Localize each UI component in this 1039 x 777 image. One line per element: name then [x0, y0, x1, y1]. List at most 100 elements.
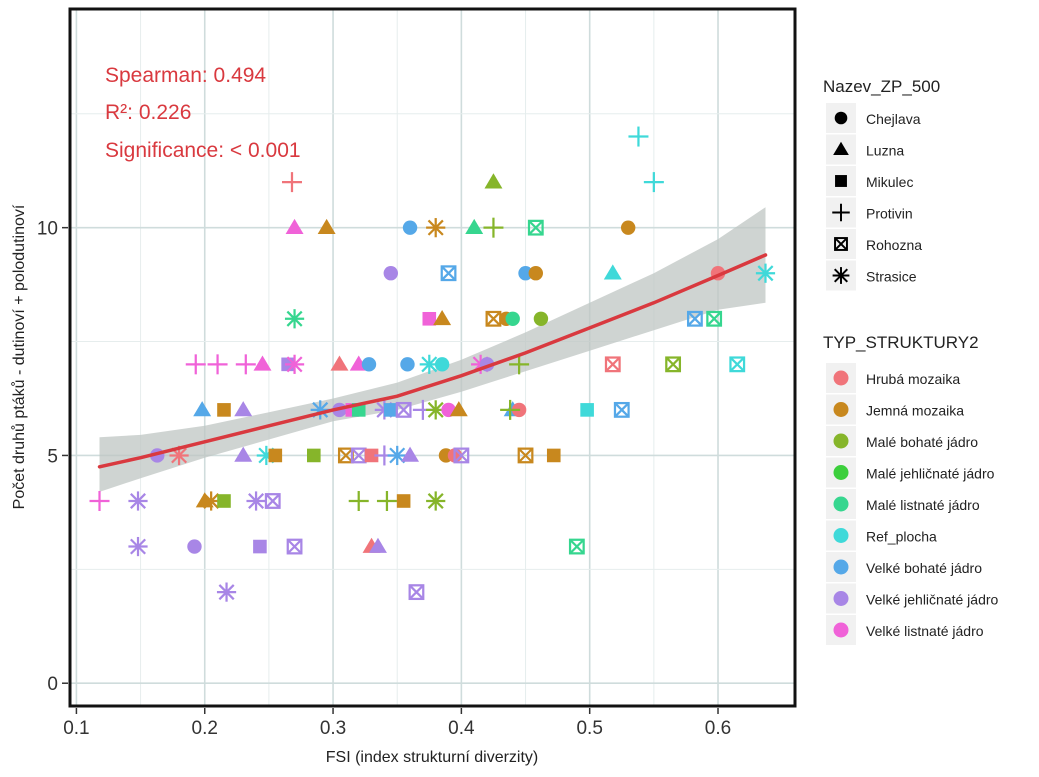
y-tick-label: 0: [47, 674, 58, 695]
data-point: [396, 494, 411, 508]
data-point: [387, 445, 407, 466]
data-point: [533, 311, 549, 326]
data-point: [217, 403, 231, 417]
legend-color-key: [833, 433, 849, 449]
data-point: [426, 491, 446, 511]
y-ticks: 0 5 10: [37, 219, 68, 695]
data-point: [686, 310, 703, 327]
data-point: [234, 446, 253, 462]
legend-color-label: Velké jehličnaté jádro: [866, 592, 999, 608]
data-point: [400, 357, 415, 372]
data-point: [509, 354, 530, 375]
data-point: [628, 126, 649, 147]
data-point: [643, 172, 664, 193]
annotation-spearman: Spearman: 0.494: [105, 64, 266, 87]
data-point: [207, 354, 228, 375]
legend-color-key: [833, 465, 849, 480]
legend-color-key: [833, 591, 849, 606]
data-point: [185, 354, 206, 375]
legend-shape-key: [834, 237, 848, 251]
x-tick-label: 0.3: [320, 718, 346, 739]
data-point: [465, 218, 484, 235]
data-point: [364, 448, 379, 463]
data-point: [285, 218, 304, 235]
x-tick-label: 0.4: [448, 718, 475, 739]
data-point: [517, 447, 534, 464]
data-point: [505, 311, 520, 326]
legend-color-label: Velké bohaté jádro: [866, 560, 982, 576]
data-point: [426, 218, 446, 238]
x-tick-label: 0.6: [705, 718, 731, 739]
data-point: [546, 448, 561, 463]
data-point: [235, 354, 256, 375]
data-point: [449, 401, 468, 417]
data-point: [500, 399, 521, 420]
data-point: [426, 400, 446, 420]
data-point: [253, 539, 267, 554]
legend-color: TYP_STRUKTURY2 Hrubá mozaika Jemná mozaik…: [823, 333, 999, 645]
data-point: [665, 356, 682, 373]
x-tick-label: 0.5: [576, 718, 602, 739]
legend-color-label: Ref_plocha: [866, 529, 937, 545]
data-point: [484, 173, 503, 189]
data-point: [580, 403, 594, 417]
legend-shape-label: Luzna: [866, 143, 904, 159]
legend-shape-label: Strasice: [866, 269, 917, 285]
legend-shape-title: Nazev_ZP_500: [823, 77, 940, 96]
data-point: [620, 220, 636, 235]
trend-line: [97, 253, 768, 469]
data-point: [376, 491, 397, 511]
legend-color-label: Velké listnaté jádro: [866, 623, 984, 639]
legend-shape-key: [832, 267, 850, 284]
data-point: [755, 263, 776, 283]
data-point: [368, 537, 387, 553]
x-axis-label: FSI (index strukturní diverzity): [326, 749, 539, 766]
data-point: [518, 266, 533, 281]
data-point: [286, 538, 303, 555]
data-point: [383, 266, 398, 281]
data-point: [216, 582, 237, 602]
data-point: [307, 448, 321, 463]
data-point: [528, 266, 543, 281]
data-point: [706, 310, 723, 327]
data-point: [284, 309, 305, 329]
x-ticks: 0.1 0.2 0.3 0.4 0.5 0.6: [63, 708, 731, 739]
legend-shape-key: [833, 141, 849, 156]
x-tick-label: 0.1: [63, 718, 89, 739]
legend-shape-key: [835, 175, 847, 187]
data-point: [361, 357, 377, 372]
legend-color-key: [833, 528, 849, 543]
data-point: [330, 355, 349, 371]
data-point: [604, 356, 621, 373]
data-point: [433, 309, 452, 326]
data-point: [281, 172, 302, 193]
legend-color-label: Hrubá mozaika: [866, 371, 960, 387]
data-point: [453, 447, 470, 464]
data-point: [434, 357, 450, 372]
confidence-band: [99, 207, 766, 492]
legend-shape-label: Chejlava: [866, 111, 921, 127]
data-point: [284, 354, 305, 374]
data-point: [268, 448, 283, 463]
data-point: [246, 491, 266, 511]
data-point: [383, 403, 398, 417]
data-point: [193, 401, 212, 417]
data-point: [401, 446, 420, 462]
data-point: [234, 401, 253, 417]
legend-shape: Nazev_ZP_500 Chejlava Luzna Mikulec Protivi…: [823, 77, 940, 291]
data-point: [729, 356, 746, 373]
data-point: [128, 536, 148, 557]
legend-color-title: TYP_STRUKTURY2: [823, 333, 979, 352]
data-point: [603, 264, 622, 280]
legend-shape-label: Rohozna: [866, 237, 922, 253]
legend-color-key: [833, 370, 849, 386]
data-point: [440, 265, 457, 282]
legend-color-label: Malé jehličnaté jádro: [866, 466, 995, 482]
legend-color-label: Malé bohaté jádro: [866, 434, 978, 450]
legend-color-key: [833, 496, 849, 512]
legend-color-label: Malé listnaté jádro: [866, 497, 980, 513]
data-point: [527, 219, 544, 236]
y-axis-label: Počet druhů ptáků - dutinoví + polodutin…: [10, 204, 28, 509]
data-point: [253, 355, 272, 371]
